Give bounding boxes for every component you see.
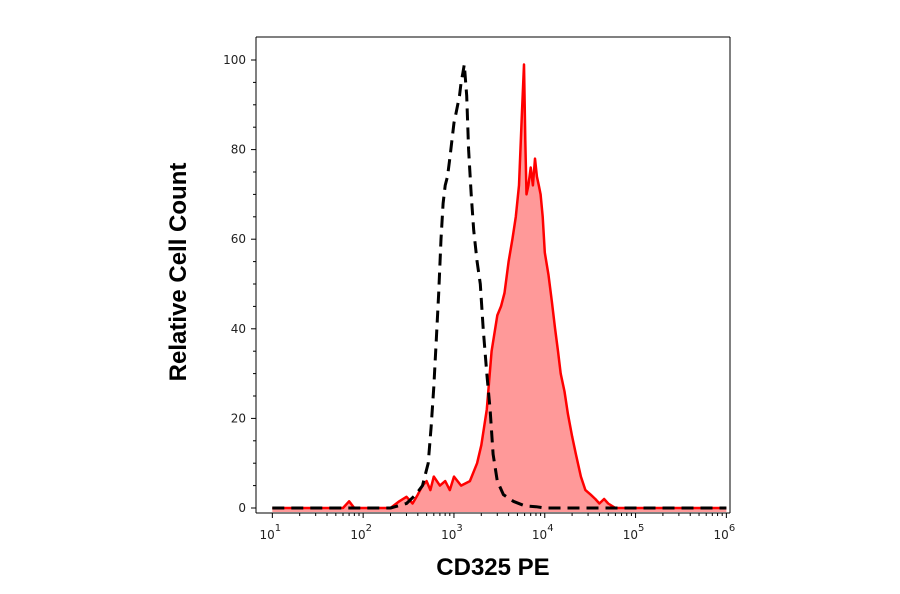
x-tick-label: 106: [714, 523, 736, 542]
series-1-area: [272, 64, 727, 512]
y-tick-label: 80: [231, 143, 246, 157]
y-tick-label: 0: [238, 501, 246, 515]
x-tick-label: 103: [441, 523, 463, 542]
x-tick-label: 101: [260, 523, 282, 542]
y-axis-ticks: 0 20 40 60 80 100: [223, 53, 256, 515]
x-tick-label: 104: [532, 523, 554, 542]
x-tick-label: 102: [350, 523, 372, 542]
x-tick-label: 105: [623, 523, 645, 542]
series-layer: [272, 63, 727, 512]
x-axis-title: CD325 PE: [436, 554, 549, 581]
y-axis-title: Relative Cell Count: [165, 163, 192, 382]
y-tick-label: 40: [231, 322, 246, 336]
y-tick-label: 60: [231, 232, 246, 246]
y-tick-label: 100: [223, 53, 246, 67]
x-axis-ticks: 101 102 103 104 105 106: [260, 513, 736, 542]
plot-frame: [255, 36, 731, 514]
y-tick-label: 20: [231, 411, 246, 425]
